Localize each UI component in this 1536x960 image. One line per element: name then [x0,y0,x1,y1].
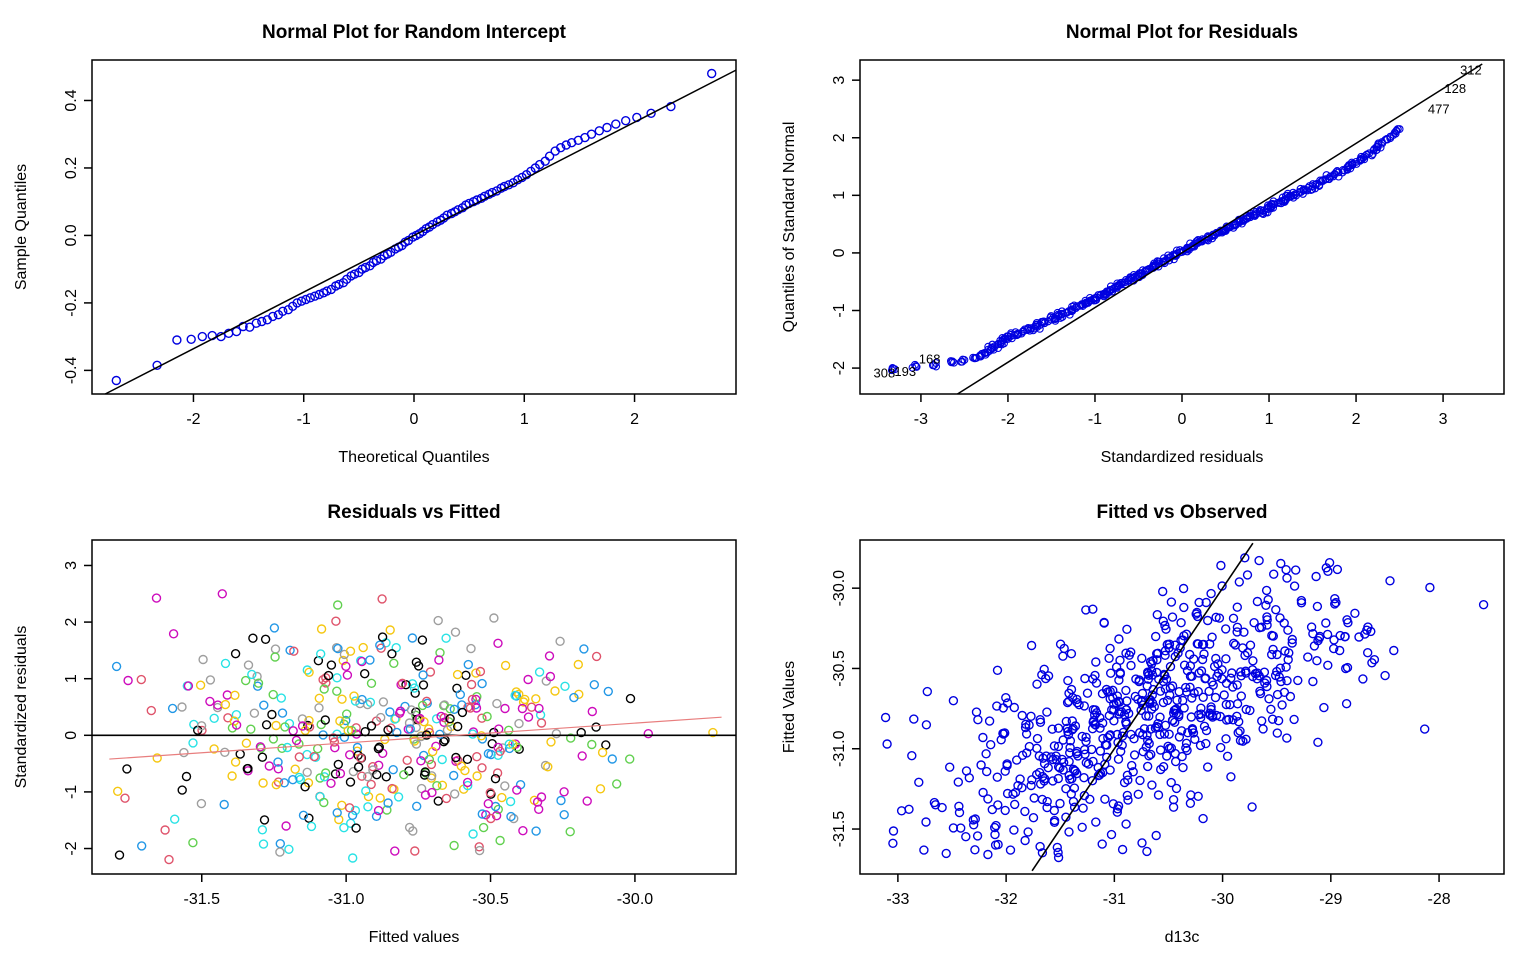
residuals-vs-fitted-plot: Residuals vs Fitted Fitted values Standa… [13,502,737,946]
svg-text:0.0: 0.0 [63,224,80,246]
qq-plot-residuals: Normal Plot for Residuals Standardized r… [781,22,1505,466]
y-axis-label: Quantiles of Standard Normal [781,122,798,333]
qq-plot-random-intercept: Normal Plot for Random Intercept Theoret… [13,22,737,466]
svg-text:-31.5: -31.5 [184,891,221,908]
svg-text:2: 2 [831,133,848,142]
svg-text:0: 0 [410,411,419,428]
svg-text:193: 193 [894,364,916,379]
svg-text:-31: -31 [1103,891,1126,908]
svg-text:312: 312 [1460,62,1482,77]
svg-text:-32: -32 [995,891,1018,908]
plot-title: Residuals vs Fitted [327,502,500,523]
svg-text:-1: -1 [63,785,80,799]
svg-text:-2: -2 [831,361,848,375]
svg-text:477: 477 [1428,102,1450,117]
fitted-vs-observed-plot: Fitted vs Observed d13c Fitted Values -3… [781,502,1505,946]
svg-text:-1: -1 [297,411,311,428]
panel-fitted-vs-observed: Fitted vs Observed d13c Fitted Values -3… [768,480,1536,960]
svg-text:1: 1 [63,674,80,683]
svg-text:-31.0: -31.0 [328,891,365,908]
svg-text:1: 1 [1265,411,1274,428]
panel-normal-plot-residuals: Normal Plot for Residuals Standardized r… [768,0,1536,480]
svg-text:-1: -1 [1088,411,1102,428]
svg-text:128: 128 [1444,81,1466,96]
plot-area: -31.5 -31.0 -30.5 -30.0 -2 -1 0 1 2 3 [63,539,737,908]
svg-text:2: 2 [63,618,80,627]
svg-text:-33: -33 [886,891,909,908]
svg-text:-28: -28 [1427,891,1450,908]
svg-text:308: 308 [874,365,896,380]
panel-residuals-vs-fitted: Residuals vs Fitted Fitted values Standa… [0,480,768,960]
svg-text:-30.5: -30.5 [472,891,509,908]
svg-text:0.2: 0.2 [63,157,80,179]
y-axis-label: Sample Quantiles [13,164,30,290]
plot-title: Normal Plot for Random Intercept [262,22,567,43]
x-axis-label: Standardized residuals [1101,449,1264,466]
svg-text:-29: -29 [1319,891,1342,908]
plot-title: Normal Plot for Residuals [1066,22,1298,43]
svg-text:3: 3 [63,561,80,570]
svg-text:-2: -2 [63,841,80,855]
svg-text:-31.0: -31.0 [831,730,848,767]
svg-text:0: 0 [831,248,848,257]
svg-text:-30.0: -30.0 [831,570,848,607]
plot-title: Fitted vs Observed [1096,502,1267,523]
x-axis-label: Fitted values [369,929,460,946]
svg-text:-0.2: -0.2 [63,289,80,317]
svg-text:2: 2 [1352,411,1361,428]
svg-text:-30.5: -30.5 [831,650,848,687]
panel-normal-plot-random-intercept: Normal Plot for Random Intercept Theoret… [0,0,768,480]
svg-text:168: 168 [919,351,941,366]
x-axis-label: Theoretical Quantiles [338,449,489,466]
svg-text:0: 0 [63,731,80,740]
svg-text:1: 1 [520,411,529,428]
svg-text:-2: -2 [186,411,200,428]
svg-text:-1: -1 [831,303,848,317]
svg-text:-30.0: -30.0 [617,891,654,908]
svg-text:-0.4: -0.4 [63,357,80,385]
x-axis-label: d13c [1165,929,1200,946]
svg-text:3: 3 [1439,411,1448,428]
svg-text:-2: -2 [1001,411,1015,428]
svg-text:-30: -30 [1211,891,1234,908]
y-axis-label: Standardized residuals [13,626,30,789]
plot-area: -33 -32 -31 -30 -29 -28 -31.5 -31.0 -30.5 -30.0 [831,539,1505,908]
svg-text:2: 2 [630,411,639,428]
svg-text:0.4: 0.4 [63,89,80,111]
svg-text:1: 1 [831,191,848,200]
svg-text:3: 3 [831,76,848,85]
plot-area: -2 -1 0 1 2 -0.4 -0.2 0.0 0.2 0.4 [63,59,737,428]
svg-text:-31.5: -31.5 [831,811,848,848]
svg-text:0: 0 [1178,411,1187,428]
y-axis-label: Fitted Values [781,661,798,753]
svg-text:-3: -3 [914,411,928,428]
